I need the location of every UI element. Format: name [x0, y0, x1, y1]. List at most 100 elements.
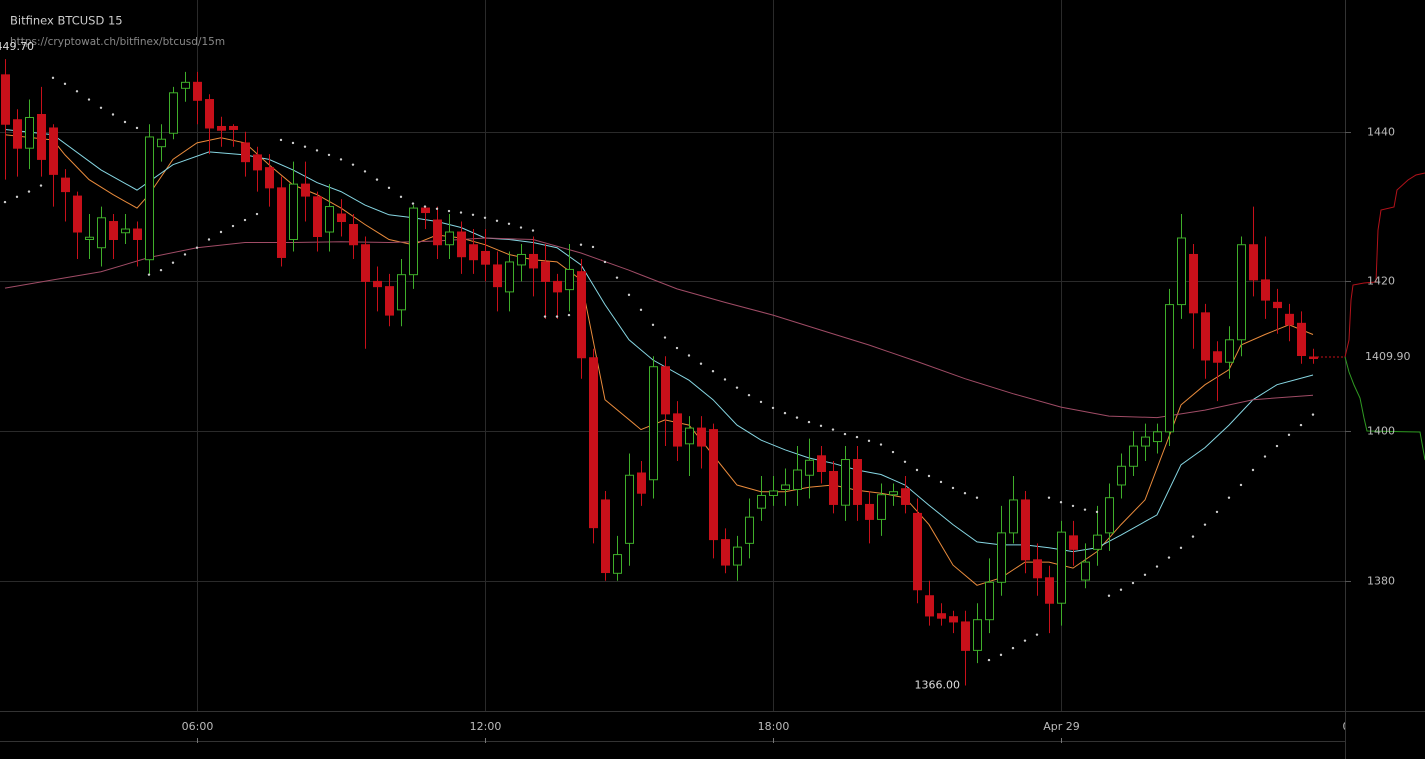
sar-dot [903, 460, 907, 463]
sar-dot [1191, 535, 1195, 538]
sar-dot [939, 480, 943, 484]
candle-body [385, 286, 394, 316]
sar-dot [819, 424, 823, 428]
sar-dot [891, 450, 895, 454]
candle-body [817, 455, 826, 473]
candle-body [265, 167, 274, 189]
sar-dot [615, 276, 619, 279]
sar-dot [867, 439, 871, 443]
candle-body [397, 274, 406, 311]
candle-body [649, 366, 658, 481]
candle-body [1261, 279, 1270, 301]
candle-body [685, 427, 694, 445]
candle-body [169, 92, 178, 134]
candle-body [229, 125, 238, 130]
candle-body [1213, 351, 1222, 363]
y-tick-label: 1420 [1367, 275, 1395, 288]
sar-dot [171, 261, 175, 264]
sar-dot [375, 178, 379, 181]
y-tick-label: 1440 [1367, 126, 1395, 139]
candle-body [865, 503, 874, 520]
sar-dot [843, 432, 847, 436]
sar-dot [423, 205, 427, 208]
sar-dot [699, 362, 703, 365]
candle-body [937, 613, 946, 619]
sar-dot [1251, 468, 1255, 472]
candle-body [709, 429, 718, 541]
sar-dot [1179, 546, 1183, 550]
candle-body [757, 494, 766, 509]
sar-dot [63, 82, 67, 86]
candle-body [121, 228, 130, 234]
candle-body [73, 195, 82, 233]
sar-dot [963, 492, 967, 495]
sar-dot [1071, 504, 1075, 508]
sar-dot [1215, 510, 1219, 514]
sar-dot [687, 354, 691, 357]
sar-dot [1299, 423, 1303, 427]
candle-body [577, 271, 586, 359]
candle-body [301, 183, 310, 197]
candle-body [433, 219, 442, 246]
candle-body [697, 427, 706, 447]
sar-dot [591, 245, 595, 249]
candle-body [1189, 253, 1198, 314]
sar-dot [627, 293, 631, 297]
candle-body [217, 125, 226, 131]
candle-body [481, 250, 490, 265]
candle-body [805, 459, 814, 476]
sar-dot [855, 435, 859, 439]
candle-body [505, 261, 514, 293]
candle-body [1273, 301, 1282, 309]
candle-body [1117, 465, 1126, 486]
sar-dot [291, 141, 295, 145]
candle-body [529, 253, 538, 269]
sar-dot [1167, 556, 1171, 559]
candle-body [589, 357, 598, 529]
sar-dot [411, 202, 415, 205]
sar-dot [1203, 523, 1207, 526]
candle-body [1, 74, 10, 125]
candle-body [1009, 499, 1018, 534]
sar-dot [999, 653, 1003, 657]
sar-dot [279, 138, 283, 142]
sar-dot [39, 184, 43, 187]
sar-dot [1155, 565, 1159, 568]
candle-body [625, 474, 634, 544]
candle-body [793, 469, 802, 490]
sar-dot [471, 213, 475, 216]
sar-dot [27, 190, 31, 193]
sar-dot [351, 163, 355, 166]
x-tick-label: 06 [1343, 720, 1357, 733]
sar-dot [207, 238, 211, 241]
candle-body [613, 554, 622, 574]
indicator-line [4, 129, 1314, 553]
sar-dot [1275, 444, 1279, 448]
sar-dot [15, 195, 19, 199]
sar-dot [543, 315, 547, 318]
chart-subtitle: https://cryptowat.ch/bitfinex/btcusd/15m [10, 36, 225, 48]
depth-asks [1344, 172, 1425, 358]
candle-body [901, 488, 910, 505]
sar-dot [195, 246, 199, 249]
sar-dot [3, 200, 7, 204]
candle-body [61, 177, 70, 193]
candle-body [565, 268, 574, 291]
sar-dot [567, 313, 571, 317]
candle-body [1177, 237, 1186, 306]
sar-dot [1023, 639, 1027, 642]
candle-body [1201, 312, 1210, 361]
candle-body [721, 539, 730, 566]
candle-body [349, 224, 358, 246]
candle-body [925, 595, 934, 617]
candle-body [25, 117, 34, 149]
sar-dot [987, 658, 991, 662]
candle-body [1093, 534, 1102, 550]
sar-dot [159, 268, 163, 272]
sar-dot [1011, 646, 1015, 650]
candle-body [637, 472, 646, 494]
sar-dot [831, 428, 835, 431]
sar-dot [1059, 500, 1063, 504]
sar-dot [399, 195, 403, 199]
